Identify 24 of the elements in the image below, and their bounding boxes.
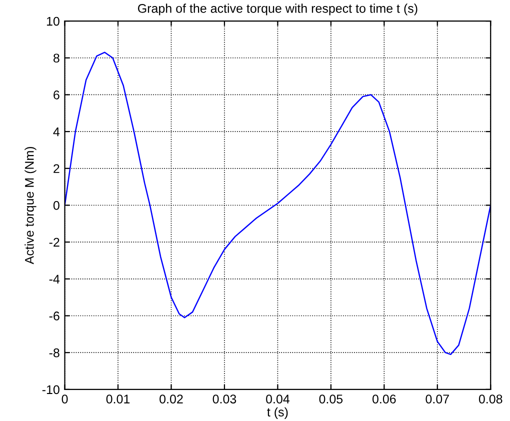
y-tick-label: -10 (42, 385, 60, 394)
y-tick-label: 8 (54, 54, 60, 63)
chart-title: Graph of the active torque with respect to time t (s) (138, 4, 418, 16)
y-tick-label: -2 (49, 238, 60, 247)
y-tick-label: -8 (49, 348, 60, 358)
line-series (64, 52, 491, 356)
x-tick-label: 0.06 (372, 394, 396, 404)
x-tick-label: 0.03 (212, 394, 236, 404)
x-tick-label: 0.08 (478, 394, 502, 404)
y-tick-label: 0 (53, 201, 60, 210)
x-tick-label: 0.07 (426, 394, 449, 404)
x-axis-title: t (s) (267, 407, 288, 419)
x-tick-label: 0.05 (319, 394, 343, 404)
y-tick-label: -6 (49, 312, 60, 320)
y-tick-label: -4 (49, 274, 60, 284)
y-tick-label: 10 (46, 16, 60, 26)
y-axis-title: Active torque M (Nm) (24, 146, 36, 264)
x-tick-label: 0.01 (106, 394, 130, 404)
x-tick-label: 0.02 (160, 394, 183, 404)
y-tick-label: 6 (54, 90, 60, 100)
x-tick-label: 0 (62, 394, 68, 404)
x-tick-label: 0.04 (266, 394, 290, 404)
y-tick-label: 2 (54, 164, 60, 173)
y-tick-label: 4 (53, 127, 60, 136)
